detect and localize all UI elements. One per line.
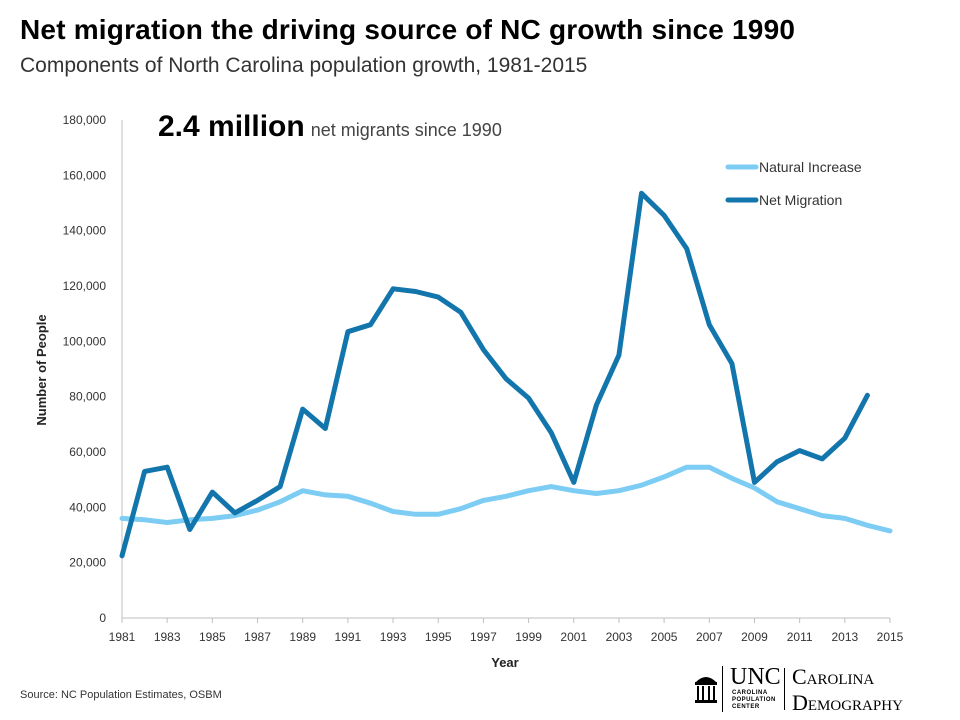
logo-name: Carolina Demography xyxy=(792,664,903,716)
y-tick-label: 180,000 xyxy=(63,113,107,127)
x-tick-label: 1993 xyxy=(380,630,407,644)
chart-subtitle: Components of North Carolina population … xyxy=(20,54,588,77)
x-tick-label: 1985 xyxy=(199,630,226,644)
logo-center-line: CENTER xyxy=(732,704,760,710)
x-tick-label: 2007 xyxy=(696,630,723,644)
logo-unc: UNC xyxy=(730,664,781,690)
x-tick-label: 1991 xyxy=(335,630,362,644)
x-tick-label: 1995 xyxy=(425,630,452,644)
y-axis-label: Number of People xyxy=(34,314,49,425)
legend-label: Net Migration xyxy=(759,192,842,208)
y-tick-label: 140,000 xyxy=(63,224,107,238)
logo-center-name: CAROLINA POPULATION CENTER xyxy=(732,690,776,711)
callout: 2.4 million net migrants since 1990 xyxy=(158,110,502,144)
x-tick-label: 1987 xyxy=(244,630,271,644)
x-tick-label: 2013 xyxy=(831,630,858,644)
legend-label: Natural Increase xyxy=(759,159,862,175)
y-tick-label: 60,000 xyxy=(69,445,106,459)
x-tick-label: 1999 xyxy=(515,630,542,644)
x-axis-label: Year xyxy=(491,655,518,670)
chart-title: Net migration the driving source of NC g… xyxy=(20,14,796,45)
x-tick-label: 1989 xyxy=(289,630,316,644)
callout-text: net migrants since 1990 xyxy=(310,120,502,140)
series-line-net-migration xyxy=(119,190,870,559)
callout-value: 2.4 million xyxy=(158,110,305,143)
logo-center-line: CAROLINA xyxy=(732,690,768,696)
x-tick-label: 2005 xyxy=(651,630,678,644)
logo: UNC CAROLINA POPULATION CENTER Carolina … xyxy=(694,664,944,716)
y-tick-label: 0 xyxy=(99,611,106,625)
y-tick-label: 160,000 xyxy=(63,168,107,182)
x-tick-label: 1997 xyxy=(470,630,497,644)
y-tick-label: 20,000 xyxy=(69,556,106,570)
x-tick-label: 1983 xyxy=(154,630,181,644)
logo-center-line: POPULATION xyxy=(732,697,776,703)
x-tick-label: 2009 xyxy=(741,630,768,644)
logo-name-line: Carolina xyxy=(792,664,875,689)
x-tick-label: 2001 xyxy=(560,630,587,644)
series-line-natural-increase xyxy=(119,464,893,534)
x-tick-label: 2015 xyxy=(877,630,904,644)
x-tick-label: 2011 xyxy=(787,630,813,644)
source-note: Source: NC Population Estimates, OSBM xyxy=(20,689,222,701)
logo-divider xyxy=(722,666,723,712)
y-tick-label: 80,000 xyxy=(69,390,106,404)
y-tick-label: 100,000 xyxy=(63,334,107,348)
old-well-icon xyxy=(695,677,717,703)
x-tick-label: 2003 xyxy=(606,630,633,644)
y-tick-label: 40,000 xyxy=(69,500,106,514)
logo-name-line: Demography xyxy=(792,690,903,715)
y-tick-label: 120,000 xyxy=(63,279,107,293)
logo-divider xyxy=(784,668,785,710)
x-tick-label: 1981 xyxy=(109,630,136,644)
